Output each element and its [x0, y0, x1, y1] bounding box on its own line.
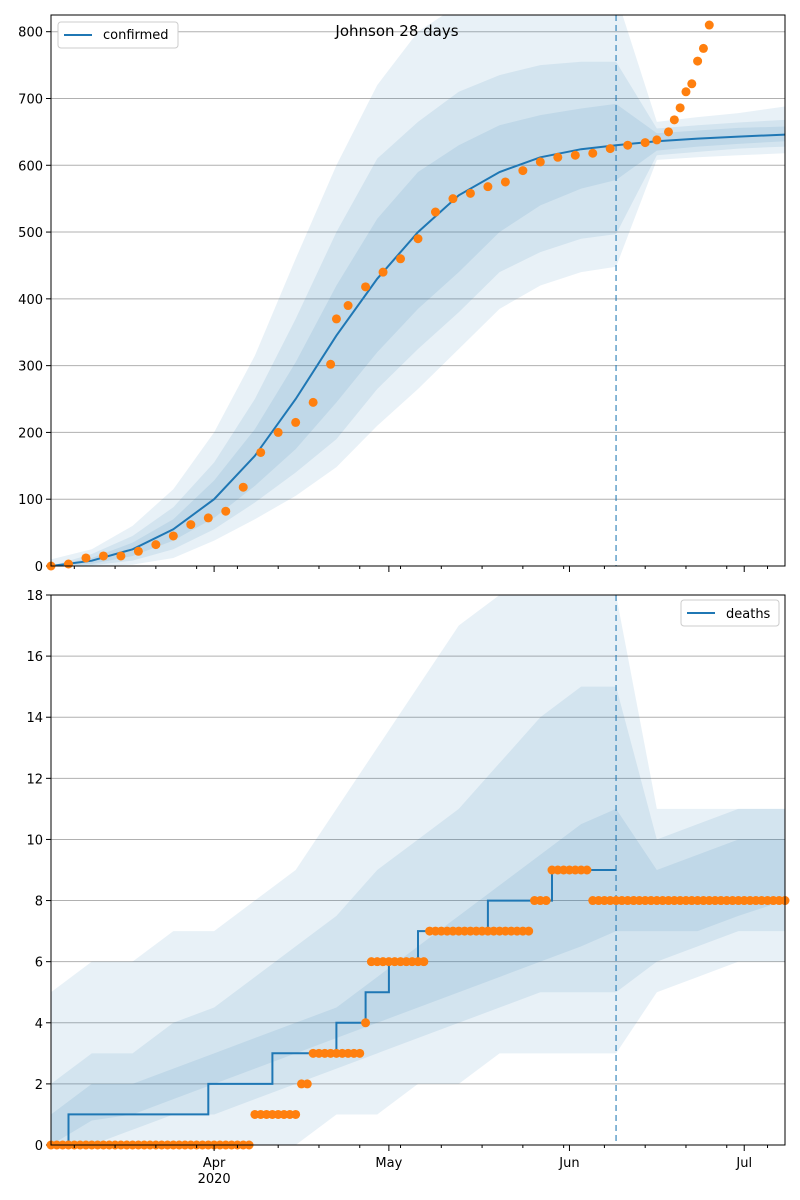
chart-title: Johnson 28 days [334, 22, 458, 40]
axes-frame [50, 14, 786, 567]
y-tick-label: 700 [18, 92, 43, 107]
observed-point [675, 103, 685, 113]
observed-point [413, 234, 423, 244]
y-tick-label: 600 [18, 159, 43, 174]
y-tick-label: 12 [26, 772, 43, 787]
y-tick-label: 16 [26, 650, 43, 665]
observed-point [430, 207, 440, 217]
observed-point [343, 301, 353, 311]
observed-point [378, 267, 388, 277]
observed-point [302, 1079, 312, 1089]
observed-point [448, 194, 458, 204]
observed-point [535, 157, 545, 167]
observed-point [541, 896, 551, 906]
legend-label-confirmed: confirmed [103, 28, 169, 43]
observed-point [669, 115, 679, 125]
y-tick-label: 18 [26, 589, 43, 604]
confidence-band [51, 103, 785, 566]
plot-area [51, 15, 785, 566]
y-tick-label: 4 [35, 1017, 43, 1032]
observed-point [355, 1048, 365, 1058]
observed-point [308, 397, 318, 407]
y-tick-label: 0 [35, 560, 43, 575]
x-tick-label: Apr [203, 1156, 226, 1171]
plot-area [51, 595, 785, 1145]
observed-point [151, 540, 161, 550]
y-tick-label: 2 [35, 1078, 43, 1093]
observed-point [81, 553, 91, 563]
observed-point [704, 20, 714, 30]
legend-deaths: deaths [680, 599, 780, 627]
observed-point [186, 520, 196, 530]
y-tick-label: 10 [26, 833, 43, 848]
legend-label-deaths: deaths [726, 607, 771, 622]
observed-point [681, 87, 691, 97]
observed-point [291, 1109, 301, 1119]
observed-point [361, 282, 371, 292]
x-tick-label: Jul [735, 1156, 752, 1171]
observed-point [273, 427, 283, 437]
observed-point [605, 144, 615, 154]
observed-point [698, 43, 708, 53]
observed-point [238, 482, 248, 492]
observed-point [623, 140, 633, 150]
observed-point [331, 314, 341, 324]
observed-point [168, 531, 178, 541]
confidence-band [51, 595, 785, 1145]
observed-point [524, 926, 534, 936]
observed-point [396, 254, 406, 264]
y-tick-label: 100 [18, 493, 43, 508]
observed-point [483, 182, 493, 192]
y-tick-label: 500 [18, 226, 43, 241]
observed-point [570, 150, 580, 160]
observed-point [63, 559, 73, 569]
observed-point [693, 56, 703, 66]
observed-point [291, 417, 301, 427]
observed-point [652, 135, 662, 145]
observed-point [582, 865, 592, 875]
observed-point [640, 138, 650, 148]
y-tick-label: 6 [35, 956, 43, 971]
confidence-band [51, 15, 785, 566]
observed-point [687, 79, 697, 89]
observed-point [361, 1018, 371, 1028]
confidence-band [51, 61, 785, 566]
observed-point [419, 957, 429, 967]
observed-point [518, 166, 528, 176]
observed-point [465, 188, 475, 198]
y-tick-label: 8 [35, 895, 43, 910]
observed-point [133, 546, 143, 556]
axes-frame [50, 594, 786, 1146]
y-tick-label: 400 [18, 293, 43, 308]
observed-point [256, 447, 266, 457]
observed-point [663, 127, 673, 137]
confidence-band [51, 686, 785, 1145]
x-tick-year-label: 2020 [198, 1172, 231, 1187]
observed-point [98, 551, 108, 561]
legend-confirmed: confirmed [57, 21, 179, 49]
confidence-band [51, 808, 785, 1145]
observed-point [326, 359, 336, 369]
observed-point [221, 506, 231, 516]
y-tick-label: 0 [35, 1139, 43, 1154]
y-tick-label: 14 [26, 711, 43, 726]
confirmed-chart: 0 100 200 300 400 500 600 700 800 [18, 14, 786, 575]
observed-point [588, 148, 598, 158]
y-tick-label: 200 [18, 426, 43, 441]
observed-point [553, 152, 563, 162]
x-tick-label: Jun [558, 1156, 579, 1171]
observed-point [116, 551, 126, 561]
observed-point [203, 513, 213, 523]
observed-point [500, 177, 510, 187]
y-tick-label: 800 [18, 26, 43, 41]
y-tick-label: 300 [18, 360, 43, 375]
x-tick-label: May [375, 1156, 402, 1171]
fit-line [51, 869, 617, 1145]
